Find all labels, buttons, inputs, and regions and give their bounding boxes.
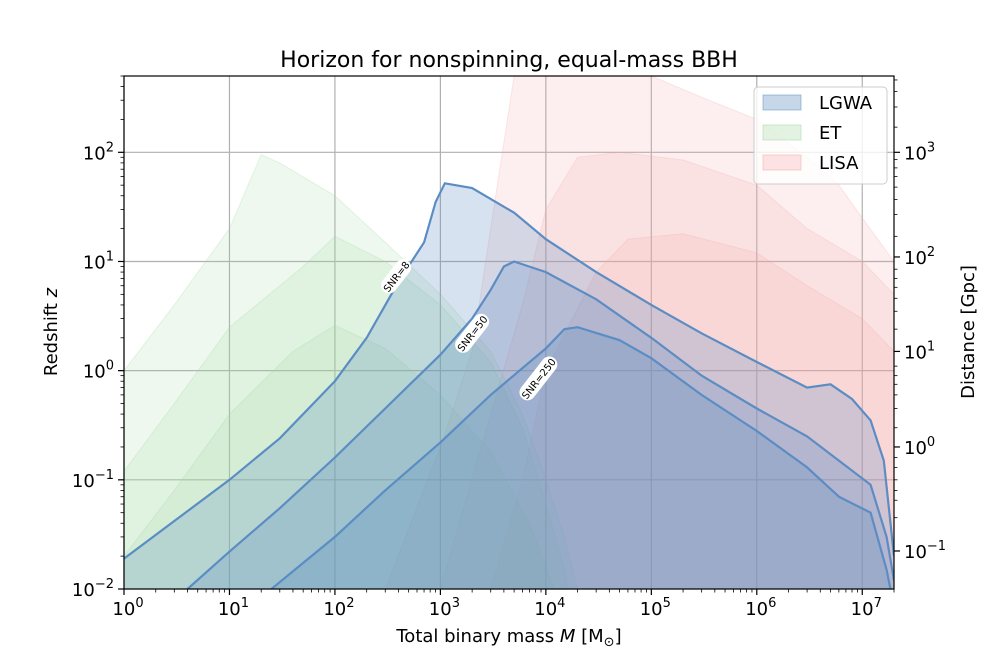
x-tick-label: 107 xyxy=(851,596,882,620)
chart-title: Horizon for nonspinning, equal-mass BBH xyxy=(280,48,738,73)
lgwa-area xyxy=(271,327,891,589)
y-right-axis-ticks: 10−1 100 101 102 103 xyxy=(894,79,946,563)
lisa-area xyxy=(490,233,894,589)
y-right-tick-label: 101 xyxy=(904,339,935,363)
plot-frame xyxy=(123,75,895,590)
snr-label-bg xyxy=(455,313,490,353)
snr-label-bg xyxy=(381,259,412,294)
snr-label-bg xyxy=(519,356,558,401)
legend-box xyxy=(753,86,888,185)
x-axis-ticks: 100 101 102 103 104 105 106 107 xyxy=(112,589,895,620)
y-right-tick-label: 102 xyxy=(904,245,935,269)
x-tick-label: 106 xyxy=(745,596,776,620)
x-tick-label: 103 xyxy=(429,596,460,620)
y-tick-label: 101 xyxy=(83,249,114,273)
y-tick-label: 10−1 xyxy=(72,468,114,492)
legend-swatch-lisa xyxy=(762,154,802,171)
series-areas xyxy=(124,76,894,589)
y-right-axis-label: Distance [Gpc] xyxy=(958,265,979,399)
y-right-tick-label: 10−1 xyxy=(904,539,946,563)
x-tick-label: 101 xyxy=(218,596,249,620)
legend-swatch-et xyxy=(762,124,802,141)
lgwa-snr-curve xyxy=(270,326,892,589)
lgwa-snr-curve xyxy=(124,182,894,560)
et-area xyxy=(124,235,568,589)
et-area xyxy=(124,324,555,589)
legend-label-lgwa: LGWA xyxy=(819,93,873,114)
x-tick-label: 102 xyxy=(323,596,354,620)
x-axis-label: Total binary mass M [M⊙] xyxy=(395,626,621,650)
lgwa-area xyxy=(124,183,894,589)
legend-swatch-lgwa xyxy=(762,94,802,111)
et-area xyxy=(124,154,579,589)
lisa-area xyxy=(384,76,894,589)
lgwa-snr-curve xyxy=(186,260,894,589)
y-tick-label: 100 xyxy=(83,359,114,383)
y-axis-label: Redshift z xyxy=(41,287,62,376)
y-tick-label: 102 xyxy=(83,140,114,164)
y-axis-ticks: 10−2 10−1 100 101 102 xyxy=(72,75,124,601)
y-right-tick-label: 103 xyxy=(904,140,935,164)
lgwa-area xyxy=(187,261,894,589)
y-tick-label: 10−2 xyxy=(72,577,114,601)
x-tick-label: 105 xyxy=(640,596,671,620)
x-tick-label: 100 xyxy=(112,596,143,620)
legend-label-lisa: LISA xyxy=(819,153,859,174)
legend-label-et: ET xyxy=(819,123,842,144)
x-tick-label: 104 xyxy=(534,596,565,620)
legend: LGWA ET LISA xyxy=(753,86,888,185)
y-right-tick-label: 100 xyxy=(904,435,935,459)
